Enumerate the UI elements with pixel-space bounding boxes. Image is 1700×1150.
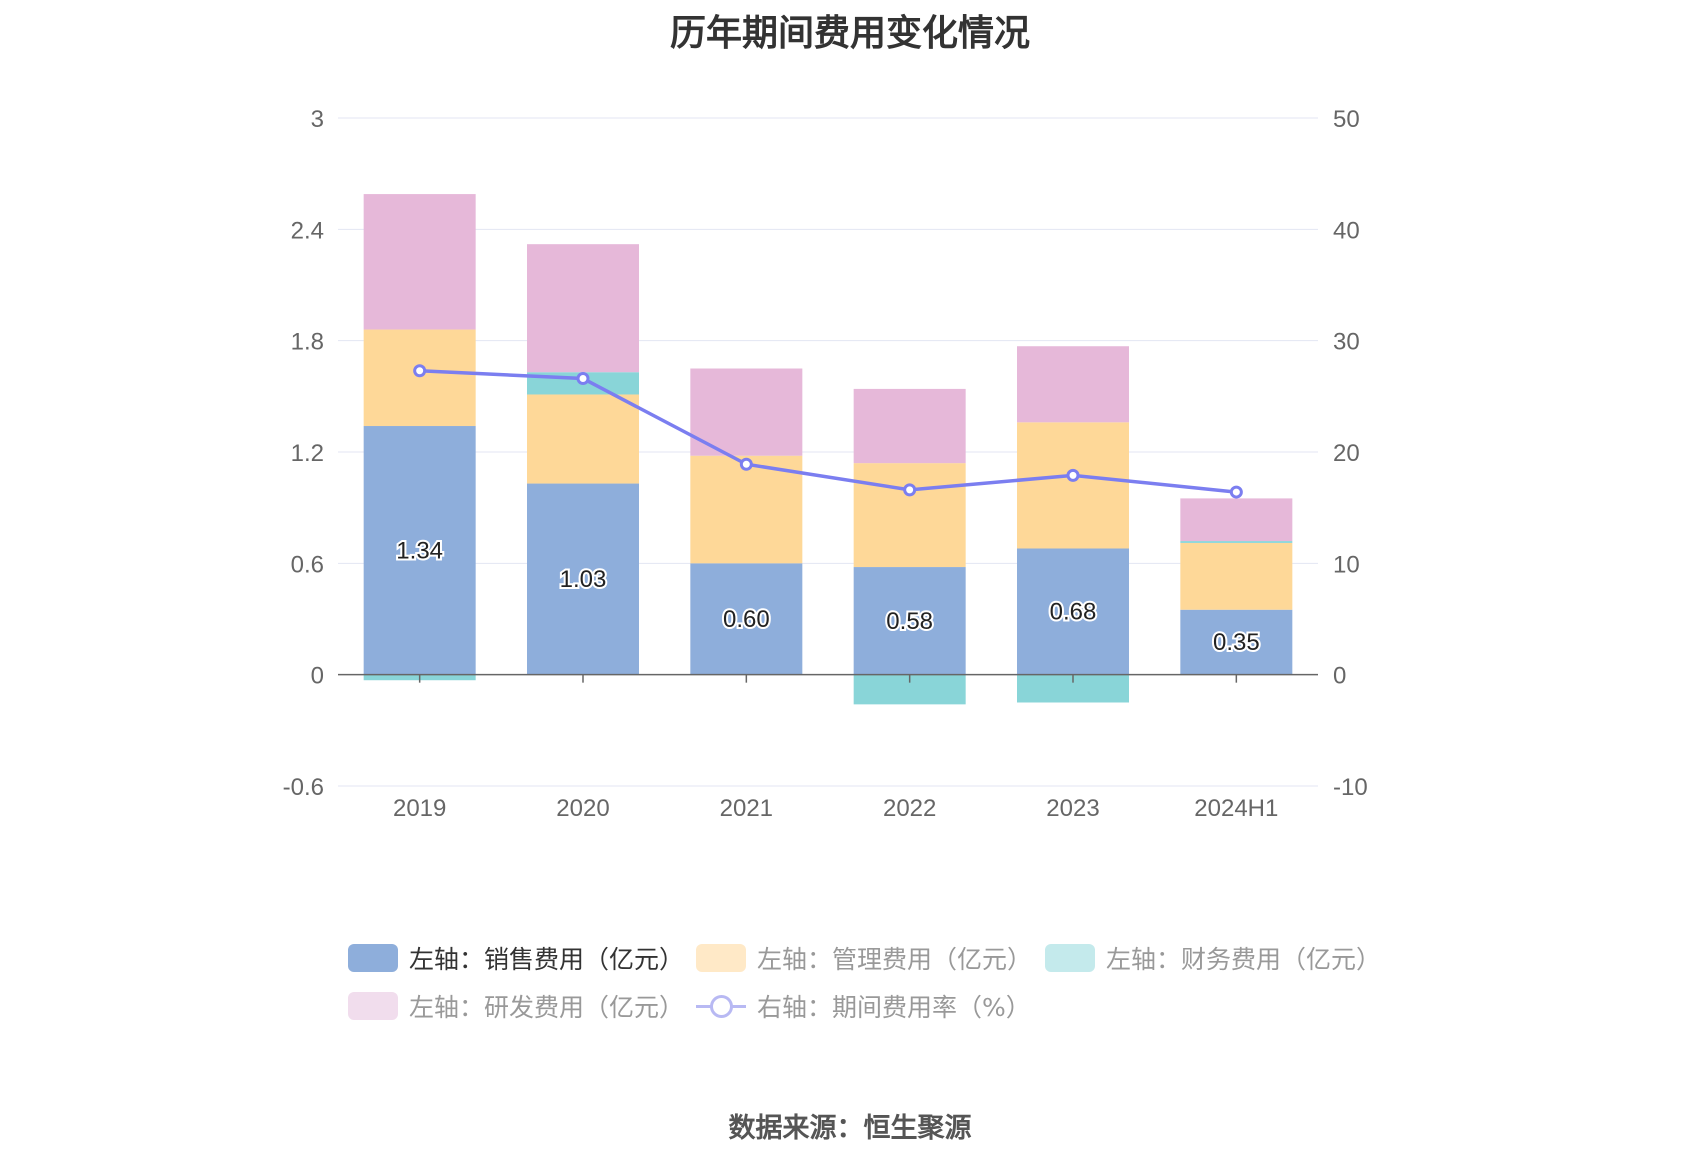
x-axis-tick-label: 2023 [1046, 795, 1099, 822]
data-label: 0.58 [886, 608, 933, 635]
data-label: 0.68 [1050, 599, 1097, 626]
bar-segment [1017, 346, 1129, 423]
bar-segment [363, 426, 476, 675]
x-axis-tick-label: 2021 [720, 795, 773, 822]
right-axis-tick-label: 0 [1333, 663, 1346, 690]
bar-segment [690, 455, 803, 564]
data-source: 数据来源：恒生聚源 [728, 1113, 972, 1144]
bar-segment [363, 194, 476, 330]
bar-segment [527, 394, 639, 484]
legend-swatch-finance [1045, 944, 1095, 972]
x-axis-tick-label: 2024H1 [1194, 795, 1278, 822]
right-axis-tick-label: 20 [1333, 440, 1360, 467]
bar-segment [527, 483, 639, 675]
x-axis-tick-label: 2020 [556, 795, 609, 822]
bar-segment [527, 244, 639, 373]
legend-item-expense-rate[interactable]: 右轴：期间费用率（%） [696, 988, 1031, 1024]
left-axis-tick-label: 0 [311, 663, 324, 690]
right-axis-tick-label: 50 [1333, 106, 1360, 133]
expense-rate-point [739, 457, 753, 471]
left-axis-tick-label: 2.4 [291, 217, 324, 244]
expense-rate-point [903, 483, 917, 497]
legend-swatch-rd [348, 992, 398, 1020]
data-label: 0.35 [1213, 629, 1260, 656]
legend-label-rd: 左轴：研发费用（亿元） [409, 993, 685, 1022]
bar-segment [1180, 542, 1293, 610]
legend-label-finance: 左轴：财务费用（亿元） [1106, 945, 1382, 974]
expense-rate-point [576, 372, 590, 386]
left-axis-tick-label: 1.8 [291, 329, 324, 356]
expense-rate-line [419, 368, 1237, 494]
x-axis-tick-label: 2019 [393, 795, 446, 822]
bar-segment [853, 463, 966, 568]
legend-item-admin[interactable]: 左轴：管理费用（亿元） [696, 940, 1032, 976]
legend-item-finance[interactable]: 左轴：财务费用（亿元） [1045, 940, 1381, 976]
bar-segment [1180, 541, 1293, 543]
legend-label-sales: 左轴：销售费用（亿元） [409, 945, 685, 974]
bar-segment [363, 329, 476, 427]
legend-label-admin: 左轴：管理费用（亿元） [757, 945, 1033, 974]
left-axis-tick-label: 1.2 [291, 440, 324, 467]
right-axis-tick-label: 40 [1333, 217, 1360, 244]
expense-rate-point [1229, 485, 1243, 499]
data-label: 1.34 [396, 537, 443, 564]
bar-segment [690, 368, 803, 456]
left-axis-tick-label: -0.6 [283, 774, 324, 801]
x-axis-tick-label: 2022 [883, 795, 936, 822]
legend-swatch-expense-rate [696, 992, 746, 1020]
left-axis-tick-label: 3 [311, 106, 324, 133]
bar-segment [1180, 498, 1293, 542]
right-axis-tick-label: 30 [1333, 329, 1360, 356]
bar-segment [853, 388, 966, 464]
data-label: 0.60 [723, 606, 770, 633]
chart-title: 历年期间费用变化情况 [669, 13, 1030, 54]
legend-item-sales[interactable]: 左轴：销售费用（亿元） [348, 940, 684, 976]
bar-segment [1180, 609, 1293, 675]
bar-segment [853, 567, 966, 675]
right-axis-tick-label: -10 [1333, 774, 1368, 801]
expense-rate-point [413, 364, 427, 378]
bar-segment [1017, 548, 1129, 675]
left-axis-tick-label: 0.6 [291, 551, 324, 578]
right-axis-tick-label: 10 [1333, 551, 1360, 578]
data-label: 1.03 [560, 566, 607, 593]
legend-label-expense-rate: 右轴：期间费用率（%） [757, 993, 1031, 1022]
expense-rate-point [1066, 468, 1080, 482]
legend-swatch-admin [696, 944, 746, 972]
legend-swatch-sales [348, 944, 398, 972]
legend-item-rd[interactable]: 左轴：研发费用（亿元） [348, 988, 684, 1024]
bar-segment [690, 563, 803, 675]
bar-segment [1017, 422, 1129, 549]
